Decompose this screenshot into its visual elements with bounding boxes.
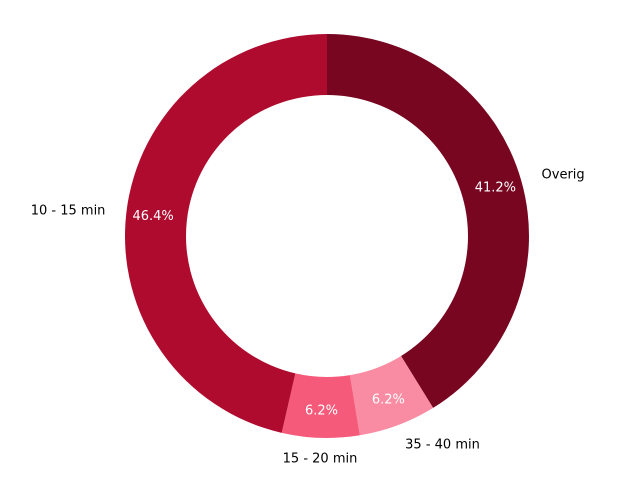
category-label-10-15-min: 10 - 15 min [31, 203, 106, 218]
category-label-15-20-min: 15 - 20 min [283, 451, 358, 466]
category-label-35-40-min: 35 - 40 min [405, 437, 480, 452]
slice-10-15-min [124, 34, 327, 433]
pct-label-overig: 41.2% [475, 181, 516, 196]
slice-35-40-min [349, 355, 434, 436]
category-label-overig: Overig [542, 168, 585, 183]
donut-slices [124, 34, 529, 438]
slice-overig [327, 34, 529, 408]
pct-label-10-15-min: 46.4% [132, 209, 173, 224]
pct-label-15-20-min: 6.2% [305, 403, 338, 418]
slice-15-20-min [281, 373, 360, 438]
pct-label-35-40-min: 6.2% [372, 392, 405, 407]
category-labels: Overig 35 - 40 min 15 - 20 min 10 - 15 min [31, 168, 585, 467]
percentage-labels: 41.2% 6.2% 6.2% 46.4% [132, 181, 516, 419]
